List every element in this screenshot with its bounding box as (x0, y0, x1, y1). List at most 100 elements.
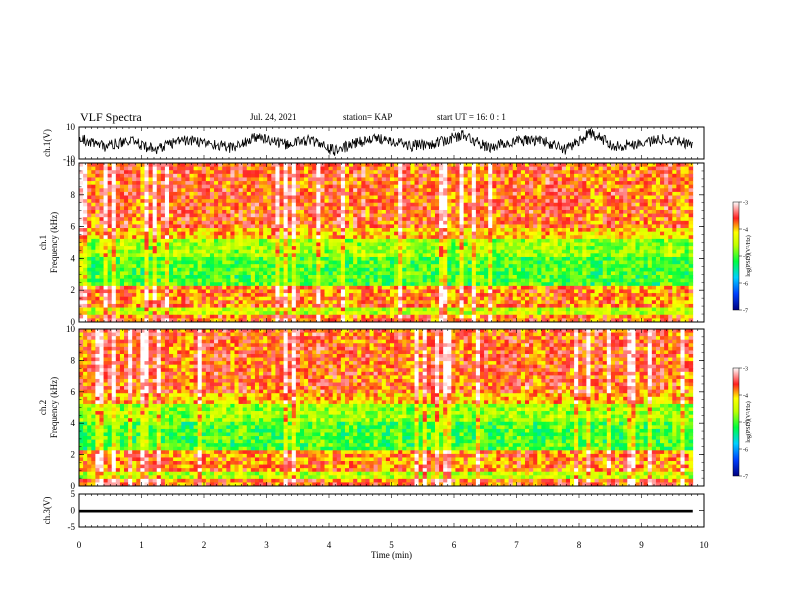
spectrogram-cell (193, 242, 199, 247)
spectrogram-cell (87, 231, 92, 236)
spectrogram-cell (193, 282, 199, 287)
spectrogram-cell (635, 199, 640, 204)
spectrogram-cell (389, 238, 395, 243)
spectrogram-cell (365, 260, 370, 265)
spectrogram-cell (128, 213, 133, 218)
spectrogram-cell (672, 170, 677, 175)
spectrogram-cell (619, 242, 624, 247)
spectrogram-cell (95, 228, 100, 233)
spectrogram-cell (426, 170, 432, 175)
spectrogram-cell (570, 191, 575, 196)
spectrogram-cell (148, 213, 154, 218)
spectrogram-cell (177, 231, 182, 236)
spectrogram-cell (299, 184, 305, 189)
spectrogram-cell (271, 213, 276, 218)
spectrogram-cell (222, 246, 227, 251)
spectrogram-cell (529, 238, 534, 243)
spectrogram-cell (148, 256, 154, 261)
spectrogram-cell (631, 191, 636, 196)
spectrogram-cell (602, 249, 608, 254)
spectrogram-cell (128, 231, 133, 236)
spectrogram-cell (471, 177, 477, 182)
spectrogram-cell (524, 181, 530, 186)
spectrogram-cell (598, 177, 604, 182)
spectrogram-cell (291, 231, 297, 236)
spectrogram-cell (246, 163, 252, 168)
spectrogram-cell (619, 220, 624, 225)
spectrogram-cell (545, 242, 550, 247)
spectrogram-cell (124, 264, 129, 269)
spectrogram-cell (193, 267, 199, 272)
spectrogram-cell (369, 188, 374, 193)
spectrogram-cell (651, 271, 657, 276)
spectrogram-cell (459, 217, 465, 222)
spectrogram-cell (185, 278, 190, 283)
spectrogram-cell (684, 191, 690, 196)
spectrogram-cell (561, 235, 567, 240)
spectrogram-cell (320, 217, 325, 222)
spectrogram-cell (582, 267, 587, 272)
spectrogram-cell (606, 249, 612, 254)
spectrogram-cell (344, 184, 350, 189)
spectrogram-cell (455, 199, 460, 204)
spectrogram-cell (304, 264, 309, 269)
spectrogram-cell (524, 246, 530, 251)
spectrogram-cell (238, 235, 244, 240)
spectrogram-cell (271, 181, 276, 186)
spectrogram-cell (169, 282, 174, 287)
spectrogram-cell (107, 282, 113, 287)
spectrogram-cell (394, 184, 399, 189)
spectrogram-cell (590, 184, 595, 189)
spectrogram-cell (218, 188, 223, 193)
spectrogram-cell (259, 271, 264, 276)
spectrogram-cell (668, 202, 673, 207)
spectrogram-cell (594, 188, 600, 193)
spectrogram-cell (124, 184, 129, 189)
spectrogram-cell (365, 170, 370, 175)
spectrogram-cell (533, 177, 538, 182)
spectrogram-cell (218, 173, 223, 178)
spectrogram-cell (259, 235, 264, 240)
spectrogram-cell (87, 235, 92, 240)
spectrogram-cell (328, 217, 334, 222)
spectrogram-cell (520, 224, 526, 229)
spectrogram-cell (267, 184, 272, 189)
spectrogram-cell (635, 163, 640, 168)
spectrogram-cell (623, 209, 628, 214)
spectrogram-cell (320, 228, 325, 233)
spectrogram-cell (655, 224, 661, 229)
spectrogram-cell (91, 217, 96, 222)
spectrogram-cell (553, 238, 559, 243)
spectrogram-cell (115, 206, 121, 211)
spectrogram-cell (389, 166, 395, 171)
spectrogram-cell (275, 188, 280, 193)
spectrogram-cell (545, 231, 550, 236)
spectrogram-cell (209, 278, 215, 283)
spectrogram-cell (447, 235, 452, 240)
spectrogram-cell (533, 231, 538, 236)
spectrogram-cell (537, 191, 542, 196)
spectrogram-cell (357, 173, 362, 178)
spectrogram-cell (406, 238, 411, 243)
spectrogram-cell (582, 238, 587, 243)
spectrogram-cell (91, 238, 96, 243)
spectrogram-cell (230, 181, 235, 186)
spectrogram-cell (606, 238, 612, 243)
spectrogram-cell (504, 275, 510, 280)
spectrogram-cell (242, 235, 248, 240)
spectrogram-cell (205, 235, 211, 240)
spectrogram-cell (365, 213, 370, 218)
spectrogram-cell (529, 246, 534, 251)
spectrogram-cell (574, 195, 579, 200)
spectrogram-cell (688, 249, 694, 254)
spectrogram-cell (136, 202, 141, 207)
spectrogram-cell (197, 246, 203, 251)
spectrogram-cell (590, 235, 595, 240)
spectrogram-cell (537, 242, 542, 247)
spectrogram-cell (299, 235, 305, 240)
spectrogram-cell (590, 217, 595, 222)
spectrogram-cell (222, 217, 227, 222)
spectrogram-cell (365, 264, 370, 269)
spectrogram-cell (520, 217, 526, 222)
spectrogram-cell (651, 181, 657, 186)
